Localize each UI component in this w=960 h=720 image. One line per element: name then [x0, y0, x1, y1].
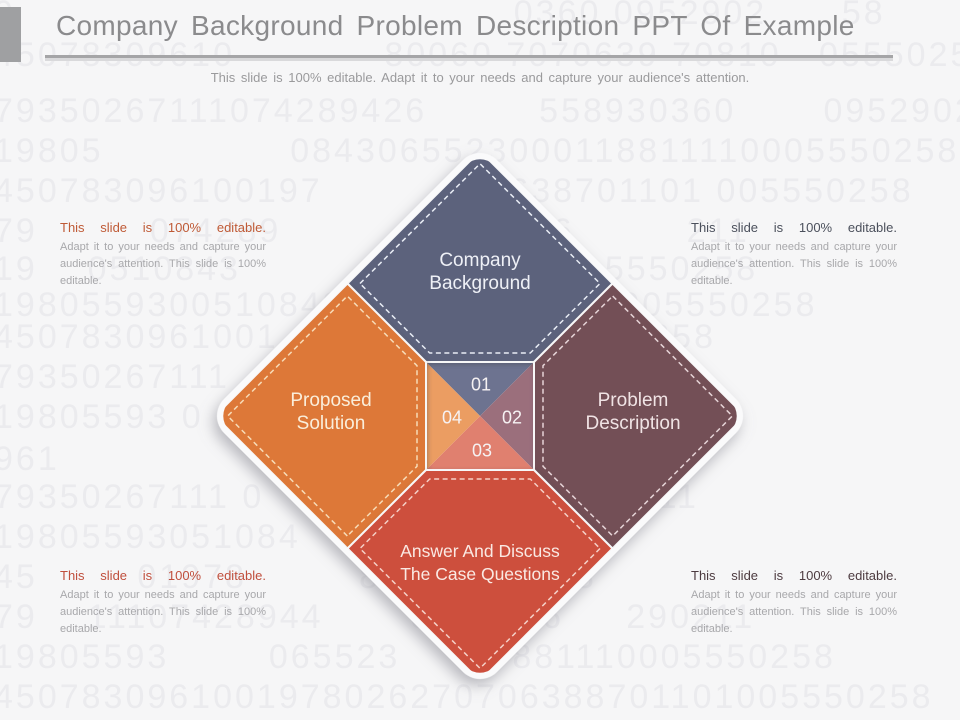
number-01[interactable]: 01 [470, 374, 492, 395]
dashed-border-left [226, 295, 418, 537]
label-answer-discuss[interactable]: Answer And Discuss The Case Questions [400, 541, 560, 584]
number-04[interactable]: 04 [441, 407, 463, 428]
label-proposed-solution[interactable]: Proposed Solution [290, 390, 372, 434]
note-top-right[interactable]: This slide is 100% editable. Adapt it to… [691, 219, 897, 290]
watermark-row: 19805 0843065523000118811110005550258 [0, 132, 960, 170]
note-bottom-right[interactable]: This slide is 100% editable. Adapt it to… [691, 567, 897, 638]
note-body: Adapt it to your needs and capture your … [691, 589, 897, 635]
note-heading: This slide is 100% editable. [691, 220, 897, 235]
quadrant-answer-discuss[interactable] [346, 469, 614, 682]
triangle-02[interactable] [480, 362, 534, 470]
dashed-border-right [542, 295, 734, 537]
label-problem-description[interactable]: Problem Description [585, 390, 681, 434]
note-bottom-left[interactable]: This slide is 100% editable. Adapt it to… [60, 567, 266, 638]
watermark-row: 45078309610 80060 7070639 70810 05550258 [0, 36, 960, 74]
number-03[interactable]: 03 [471, 440, 493, 461]
dashed-border-bottom [359, 478, 601, 670]
note-heading: This slide is 100% editable. [691, 568, 897, 583]
note-heading: This slide is 100% editable. [60, 220, 266, 235]
number-02[interactable]: 02 [501, 407, 523, 428]
note-body: Adapt it to your needs and capture your … [60, 241, 266, 287]
watermark-row: 79350267111074289426 558930360 095290211 [0, 92, 960, 130]
watermark-row: 450783096100197 638701101 005550258 [0, 172, 914, 210]
title-accent-tab [0, 7, 21, 62]
triangle-04[interactable] [426, 362, 480, 470]
watermark-row: 4507830961001978026270706388701101005550… [0, 678, 934, 716]
title-underline [45, 55, 893, 58]
slide-subtitle[interactable]: This slide is 100% editable. Adapt it to… [210, 70, 750, 85]
triangle-03[interactable] [426, 416, 534, 470]
label-company-background[interactable]: Company Background [429, 250, 531, 294]
note-body: Adapt it to your needs and capture your … [60, 589, 266, 635]
note-body: Adapt it to your needs and capture your … [691, 241, 897, 287]
note-heading: This slide is 100% editable. [60, 568, 266, 583]
page-title[interactable]: Company Background Problem Description P… [56, 10, 855, 41]
triangle-01[interactable] [426, 362, 534, 416]
watermark-row: 19805593 065523 881110005550258 [0, 638, 836, 676]
watermark-row: 9 0360 0952902 58 [0, 0, 886, 32]
note-top-left[interactable]: This slide is 100% editable. Adapt it to… [60, 219, 266, 290]
dashed-border-top [359, 162, 601, 354]
